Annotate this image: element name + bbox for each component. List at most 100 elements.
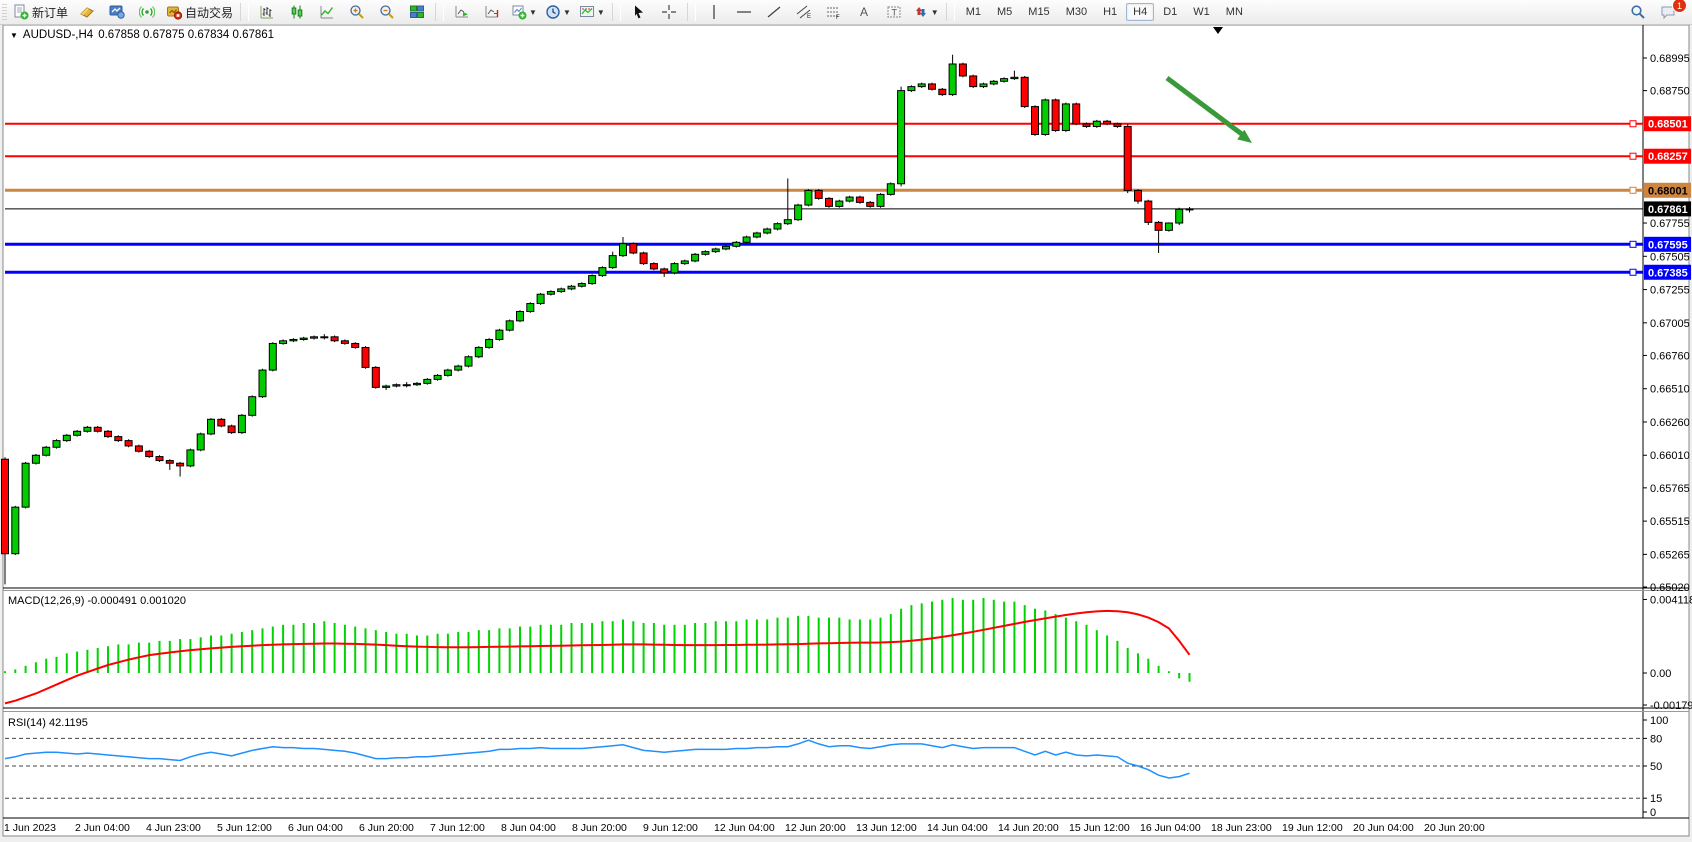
autotrading-label: 自动交易 (185, 5, 234, 20)
price-badge (1644, 182, 1691, 198)
new-order-button[interactable]: 新订单 (10, 1, 71, 23)
templates-button[interactable]: ▼ (576, 1, 608, 23)
equidistant-channel-tool-button[interactable]: E (790, 1, 818, 23)
zoom-in-button[interactable] (343, 1, 371, 23)
chart-shift-button[interactable] (478, 1, 506, 23)
market-report-button[interactable] (103, 1, 131, 23)
time-tick-label: 4 Jun 23:00 (146, 822, 201, 834)
toolbar-separator (686, 3, 696, 21)
bear-candle (227, 425, 236, 434)
bull-candle (196, 433, 205, 451)
macd-tick-label: 0.004118 (1650, 594, 1692, 606)
bear-candle (639, 252, 648, 265)
bull-candle (186, 449, 195, 467)
bear-candle (1113, 123, 1122, 128)
bear-candle (104, 430, 112, 438)
macd-axis[interactable]: 0.004118 0.00 -0.001793 (1643, 594, 1692, 712)
timeframe-h1-button[interactable]: H1 (1103, 6, 1118, 18)
toolbar-grip[interactable] (2, 4, 7, 20)
price-axis[interactable]: 0.68995 0.68750 0.67755 0.67505 0.67255 0.670… (1643, 53, 1691, 594)
horizontal-line-tool-button[interactable] (730, 1, 758, 23)
gold-ingot-icon (80, 7, 94, 18)
timeframe-mn-button[interactable]: MN (1225, 6, 1243, 18)
bear-candle (969, 75, 978, 88)
bull-candle (83, 426, 92, 432)
bull-candle (495, 329, 504, 340)
vertical-line-icon (713, 5, 715, 19)
chevron-down-icon: ▼ (529, 7, 537, 17)
cursor-tool-button[interactable] (625, 1, 653, 23)
bear-candle (649, 263, 658, 270)
bull-candle (742, 236, 751, 243)
bull-candle (485, 338, 494, 348)
search-button[interactable] (1624, 1, 1652, 23)
bull-candle (237, 414, 246, 434)
zoom-out-button[interactable] (373, 1, 401, 23)
timeframe-m1-button[interactable]: M1 (965, 6, 981, 18)
rsi-axis[interactable]: 100 80 50 15 0 (1643, 715, 1668, 819)
bear-candle (361, 346, 370, 368)
bull-candle (464, 356, 473, 367)
bull-candle (546, 291, 555, 295)
bars-chart-button[interactable] (253, 1, 281, 23)
line-chart-button[interactable] (313, 1, 341, 23)
vertical-line-tool-button[interactable] (700, 1, 728, 23)
arrows-icon (915, 7, 926, 17)
auto-scroll-icon (455, 6, 469, 18)
arrows-tool-button[interactable]: ▼ (910, 1, 942, 23)
bear-candle (958, 63, 967, 77)
fibonacci-tool-button[interactable]: F (820, 1, 848, 23)
auto-scroll-button[interactable] (448, 1, 476, 23)
timeframe-w1-button[interactable]: W1 (1193, 6, 1210, 18)
bear-candle (1144, 200, 1153, 223)
signals-button[interactable] (133, 1, 161, 23)
bear-candle (1051, 99, 1060, 132)
bull-candle (310, 336, 318, 339)
tile-windows-button[interactable] (403, 1, 431, 23)
chat-button[interactable]: 1 (1654, 0, 1687, 23)
arrow-annotation[interactable] (1165, 76, 1252, 143)
timeframe-m15-button[interactable]: M15 (1028, 6, 1050, 18)
time-axis[interactable]: 1 Jun 2023 2 Jun 04:00 4 Jun 23:00 5 Jun 12… (4, 822, 1485, 834)
candlestick-chart-button[interactable] (283, 1, 311, 23)
crosshair-tool-button[interactable] (655, 1, 683, 23)
bull-candle (1000, 78, 1009, 82)
trendline-tool-button[interactable] (760, 1, 788, 23)
chart-shift-marker[interactable] (1213, 27, 1223, 34)
price-badge-label: 0.68001 (1648, 185, 1688, 197)
timeframe-m5-button[interactable]: M5 (997, 6, 1013, 18)
bull-candle (979, 83, 988, 88)
time-tick-label: 20 Jun 04:00 (1353, 822, 1414, 834)
bear-candle (1020, 76, 1029, 108)
deposit-button[interactable] (73, 1, 101, 23)
bull-candle (454, 365, 463, 371)
chat-badge: 1 (1672, 0, 1687, 13)
cursor-icon (634, 5, 643, 19)
price-tick-label: 0.67505 (1650, 251, 1690, 263)
bull-candle (608, 255, 617, 269)
periods-button[interactable]: ▼ (542, 1, 574, 23)
timeframe-h4-button[interactable]: H4 (1126, 3, 1155, 21)
chart-dropdown-icon[interactable]: ▼ (10, 30, 18, 40)
autotrading-icon (167, 6, 183, 20)
bear-candle (825, 197, 833, 207)
text-tool-button[interactable]: A (850, 1, 878, 23)
time-tick-label: 5 Jun 12:00 (217, 822, 272, 834)
new-chart-button[interactable]: ▼ (508, 1, 540, 23)
autotrading-button[interactable]: 自动交易 (163, 1, 236, 23)
horizontal-line-objects[interactable] (5, 120, 1643, 276)
price-tick-label: 0.66010 (1650, 450, 1690, 462)
line-handle (1629, 152, 1637, 160)
bear-candle (1134, 189, 1142, 202)
time-tick-label: 2 Jun 04:00 (75, 822, 130, 834)
bear-candle (124, 440, 133, 447)
timeframe-d1-button[interactable]: D1 (1163, 6, 1178, 18)
trendline-icon (767, 6, 781, 18)
text-label-tool-button[interactable]: T (880, 1, 908, 23)
price-badge-label: 0.68257 (1648, 151, 1688, 163)
bull-candle (505, 320, 514, 331)
bull-candle (948, 63, 957, 96)
timeframe-m30-button[interactable]: M30 (1065, 6, 1088, 18)
bull-candle (907, 86, 916, 92)
